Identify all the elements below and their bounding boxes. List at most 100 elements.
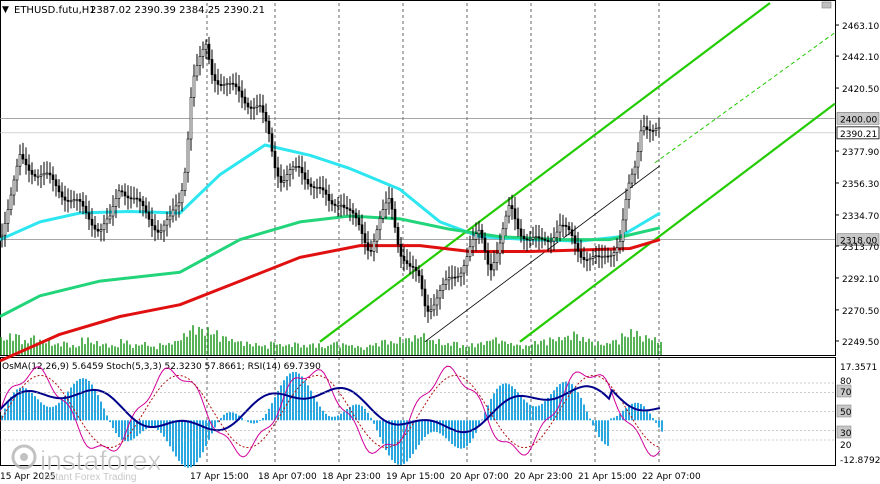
candle-body (273, 150, 277, 169)
candle-body (246, 102, 250, 108)
candle-body (24, 158, 28, 166)
candle-body (459, 272, 463, 277)
candle-body (396, 227, 400, 245)
candle-body (315, 186, 319, 189)
candle-body (492, 262, 496, 271)
candle-body (180, 190, 184, 204)
volume-bars (0, 325, 662, 355)
candle-body (3, 223, 7, 236)
candle-body (36, 175, 40, 178)
candle-body (606, 255, 610, 258)
candle-body (501, 228, 505, 244)
candle-body (570, 229, 574, 237)
candle-body (489, 263, 493, 271)
candle-body (540, 237, 544, 240)
candle-body (93, 224, 97, 230)
x-label-7: 21 Apr 15:00 (578, 472, 637, 482)
candle-body (339, 204, 343, 207)
candle-body (525, 238, 529, 241)
candle-body (84, 205, 88, 213)
candle-body (168, 215, 172, 221)
candle-body (528, 238, 532, 241)
candle-body (414, 267, 418, 271)
candle-body (465, 256, 469, 267)
candle-body (15, 165, 19, 181)
candle-body (132, 197, 136, 200)
candle-body (150, 219, 154, 226)
y-tick-label-0: 2463.10 (842, 22, 879, 32)
candle-body (462, 265, 466, 274)
candle-body (477, 229, 481, 235)
candle-body (336, 204, 340, 207)
price-line-box-0 (836, 112, 880, 125)
candle-body (285, 174, 289, 181)
y-tick-label-6: 2313.70 (842, 243, 879, 253)
ind-tick-label-1: 80 (840, 377, 852, 387)
candle-body (300, 167, 304, 174)
candle-body (90, 218, 94, 226)
candle-body (123, 191, 127, 197)
candle-body (516, 218, 520, 230)
candle-body (243, 96, 247, 104)
candle-body (249, 106, 253, 109)
candle-body (369, 250, 373, 252)
candle-body (579, 251, 583, 258)
candle-body (237, 86, 241, 92)
candle-body (615, 247, 619, 253)
candle-body (420, 275, 424, 290)
moving-averages (0, 143, 661, 363)
candle-body (63, 196, 67, 201)
symbol-label: ETHUSD.futu,H1 (14, 5, 96, 16)
candle-body (438, 290, 442, 299)
candle-body (72, 199, 76, 202)
channel-line-3 (654, 32, 836, 164)
candle-body (228, 82, 232, 85)
candle-body (327, 194, 331, 201)
chart-menu-icon[interactable] (821, 1, 832, 9)
candle-body (537, 236, 541, 239)
candle-body (654, 128, 658, 131)
candle-body (594, 255, 598, 258)
candle-body (399, 243, 403, 257)
price-line-label-1: 2318.00 (840, 237, 877, 247)
candle-body (60, 191, 64, 198)
indicator-lines (0, 365, 835, 458)
candle-body (261, 105, 265, 113)
candle-body (213, 74, 217, 81)
candle-body (510, 205, 514, 210)
candle-body (531, 236, 535, 240)
candle-body (456, 276, 460, 278)
channel-line-1 (519, 102, 836, 343)
ind-tick-label-0: 17.3571 (840, 363, 877, 373)
candle-body (87, 212, 91, 220)
candle-body (144, 205, 148, 213)
candle-body (333, 203, 337, 206)
candle-body (51, 174, 55, 180)
candle-body (630, 173, 634, 184)
candle-body (405, 260, 409, 264)
candle-body (378, 218, 382, 231)
candle-body (360, 224, 364, 234)
x-label-3: 18 Apr 23:00 (322, 472, 381, 482)
candle-body (78, 199, 82, 202)
candle-body (120, 190, 124, 193)
candle-body (393, 208, 397, 228)
collapse-triangle-icon[interactable]: ▼ (2, 5, 9, 15)
candle-body (375, 229, 379, 242)
ohlc-label: 2387.02 2390.39 2384.25 2390.21 (90, 5, 265, 16)
candle-body (429, 309, 433, 312)
candle-body (282, 180, 286, 183)
price-axis: 2463.10 2442.10 2420.50 2377.90 2356.30 2334.… (835, 22, 879, 348)
ind-tick-label-6: -12.8792 (840, 456, 880, 466)
candle-body (222, 84, 226, 86)
candle-body (135, 197, 139, 200)
watermark-brand: instaforex (40, 445, 161, 476)
candle-body (177, 202, 181, 207)
candle-body (207, 43, 211, 60)
candle-body (45, 172, 49, 175)
candle-body (366, 242, 370, 251)
watermark-tagline: Instant Forex Trading (42, 472, 137, 483)
candle-body (480, 229, 484, 239)
candle-body (108, 215, 112, 220)
